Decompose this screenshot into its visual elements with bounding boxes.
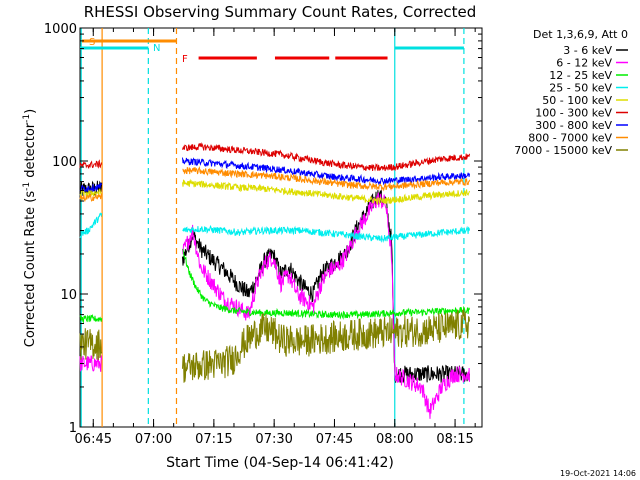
y-tick-label: 10 [60,288,77,303]
series-line [182,224,470,244]
annotation-layer: S N F [80,37,464,65]
x-tick-label: 07:30 [255,432,292,447]
y-axis-label-end: ) [23,109,38,114]
vertical-markers [80,28,465,427]
plot-area: S N F 06:45 07:00 07:15 07:30 07:45 08:00 08:15 1… [44,22,483,447]
series-line [79,159,103,169]
y-axis-label-main: Corrected Count Rate (s [23,191,38,348]
legend-label: 12 - 25 keV [549,69,612,82]
series-line [79,192,102,202]
series-line [182,178,470,206]
series-line [182,166,470,192]
legend-label: 3 - 6 keV [563,44,612,57]
x-tick-label: 06:45 [75,432,112,447]
series-line [182,157,470,186]
y-tick-label: 1 [69,421,77,436]
legend-label: 25 - 50 keV [549,82,612,95]
series-line [79,182,103,193]
series-line [182,309,470,383]
series-line [79,313,103,324]
series-line [182,248,470,320]
y-axis-label: Corrected Count Rate (s-1 detector-1) [22,109,38,347]
series-layer [79,142,470,419]
y-axis-label-sup: -1 [22,114,32,123]
y-axis-label-sup: -1 [22,182,32,191]
axes-layer: 06:45 07:00 07:15 07:30 07:45 08:00 08:15 1 10 10… [44,22,482,447]
series-line [182,192,470,419]
y-tick-label: 1000 [44,22,77,37]
legend-title: Det 1,3,6,9, Att 0 [533,28,628,41]
series-line [182,142,470,172]
x-axis-label: Start Time (04-Sep-14 06:41:42) [166,455,394,471]
legend-label: 7000 - 15000 keV [514,144,612,157]
x-tick-label: 07:00 [135,432,172,447]
x-tick-label: 07:45 [316,432,353,447]
legend-label: 100 - 300 keV [535,107,612,120]
legend-label: 300 - 800 keV [535,119,612,132]
x-tick-label: 08:15 [436,432,473,447]
flare-label: F [182,54,188,65]
series-line [182,190,470,384]
timestamp: 19-Oct-2021 14:06 [560,469,636,478]
y-tick-label: 100 [52,155,77,170]
x-tick-label: 07:15 [195,432,232,447]
chart-title: RHESSI Observing Summary Count Rates, Co… [84,3,477,21]
legend-label: 6 - 12 keV [556,57,612,70]
series-line [79,212,103,239]
plot-frame [79,27,483,428]
night-label: N [153,43,160,54]
y-axis-label-mid: detector [23,122,38,182]
series-line [79,328,103,361]
saa-label: S [89,37,95,48]
legend-label: 50 - 100 keV [542,94,612,107]
x-tick-label: 08:00 [376,432,413,447]
legend-label: 800 - 7000 keV [528,132,612,145]
